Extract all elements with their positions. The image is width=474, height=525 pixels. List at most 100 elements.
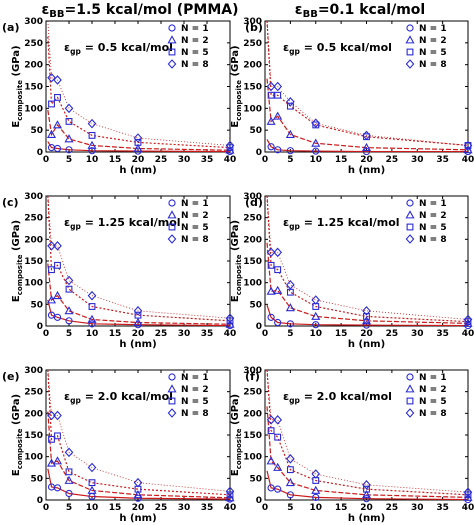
data-point-diamond — [87, 462, 97, 473]
triangle-icon — [405, 35, 415, 44]
diamond-icon — [167, 408, 177, 418]
data-point-triangle — [266, 456, 276, 465]
data-point-square — [286, 288, 294, 296]
y-tick-label: 300 — [243, 366, 262, 376]
panel-a: (a) 0 50 100 150 200 250 300 0 5 10 15 20 25 30 35 40 h (… — [2, 17, 236, 176]
data-point-triangle — [266, 116, 276, 125]
data-point-diamond — [266, 247, 276, 258]
y-axis-label: Ecomposite (GPa) — [230, 45, 243, 127]
data-point-diamond — [362, 480, 371, 490]
square-icon — [406, 397, 414, 405]
fit-curve-1 — [47, 299, 231, 327]
fit-curve-1 — [47, 468, 231, 500]
y-tick-label: 100 — [243, 104, 262, 114]
y-tick-label: 300 — [24, 17, 43, 27]
fit-curve-1 — [266, 305, 469, 327]
x-tick-label: 0 — [43, 329, 49, 339]
data-point-diamond — [133, 133, 143, 143]
fit-curve-4 — [47, 195, 231, 319]
data-point-circle — [88, 320, 96, 328]
circle-icon — [406, 24, 414, 32]
y-tick-label: 100 — [243, 279, 262, 289]
data-point-triangle — [285, 129, 295, 138]
x-tick-label: 30 — [411, 329, 424, 339]
data-point-triangle — [46, 458, 57, 467]
epsilon-gp-annotation: εgp = 2.0 kcal/mol — [283, 390, 392, 405]
data-point-triangle — [463, 318, 473, 327]
data-point-square — [88, 479, 96, 487]
data-point-diamond — [47, 72, 56, 83]
data-point-diamond — [53, 241, 62, 251]
y-tick-label: 150 — [243, 431, 262, 441]
x-tick-label: 15 — [109, 329, 122, 339]
y-tick-label: 250 — [243, 214, 262, 224]
data-point-diamond — [273, 247, 283, 258]
diamond-icon — [405, 234, 415, 244]
y-tick-label: 50 — [30, 300, 43, 310]
data-point-circle — [362, 147, 371, 156]
x-tick-label: 30 — [411, 155, 424, 165]
fit-curve-4 — [266, 20, 469, 146]
triangle-icon — [167, 210, 177, 219]
data-point-triangle — [463, 145, 473, 154]
x-tick-label: 25 — [386, 329, 399, 339]
y-tick-label: 200 — [24, 235, 43, 245]
panel-label: (f) — [245, 370, 260, 383]
data-point-square — [88, 303, 96, 310]
y-tick-label: 100 — [243, 453, 262, 463]
legend-label: N = 8 — [181, 60, 209, 70]
data-point-triangle — [52, 290, 63, 300]
triangle-icon — [405, 210, 415, 219]
data-point-diamond — [311, 469, 321, 479]
y-tick-label: 250 — [24, 39, 43, 49]
x-tick-label: 30 — [411, 503, 424, 513]
x-tick-label: 40 — [224, 329, 237, 339]
y-tick-label: 300 — [24, 192, 43, 202]
fit-curve-2 — [47, 263, 231, 325]
square-icon — [168, 223, 176, 231]
legend-label: N = 8 — [181, 235, 209, 245]
x-tick-label: 0 — [262, 329, 268, 339]
x-tick-label: 35 — [436, 155, 449, 165]
x-tick-label: 20 — [132, 329, 145, 339]
triangle-icon — [405, 384, 415, 393]
x-tick-label: 40 — [462, 503, 474, 513]
data-point-triangle — [463, 492, 473, 501]
data-point-square — [464, 491, 472, 499]
data-point-circle — [65, 317, 73, 325]
y-tick-label: 50 — [249, 474, 262, 484]
square-icon — [168, 48, 176, 56]
data-point-diamond — [87, 290, 97, 301]
data-point-square — [363, 485, 370, 493]
y-tick-label: 50 — [30, 474, 43, 484]
x-tick-label: 30 — [178, 503, 191, 513]
y-tick-label: 100 — [24, 279, 43, 289]
legend-label: N = 2 — [181, 211, 209, 221]
data-point-diamond — [311, 295, 321, 305]
data-point-square — [226, 317, 234, 325]
y-tick-label: 0 — [37, 496, 43, 506]
data-point-triangle — [133, 143, 143, 152]
panel-label: (c) — [2, 196, 19, 209]
panel-label: (a) — [2, 21, 19, 34]
legend-label: N = 5 — [419, 397, 447, 407]
data-point-circle — [65, 146, 73, 154]
data-point-triangle — [52, 120, 63, 129]
y-axis-label: Ecomposite (GPa) — [11, 45, 24, 127]
data-point-diamond — [64, 275, 74, 286]
y-tick-label: 200 — [24, 61, 43, 71]
legend-label: N = 1 — [419, 199, 447, 209]
y-tick-label: 50 — [249, 126, 262, 136]
data-point-square — [54, 261, 61, 269]
data-point-triangle — [285, 477, 295, 487]
data-point-circle — [267, 313, 275, 321]
data-point-square — [226, 144, 234, 152]
legend-label: N = 5 — [419, 223, 447, 233]
data-point-circle — [312, 147, 320, 155]
data-point-diamond — [225, 486, 235, 497]
panel-e: (e) 0 50 100 150 200 250 300 0 5 10 15 20 25 30 35 40 h (… — [2, 366, 236, 524]
data-point-circle — [267, 143, 275, 151]
x-tick-label: 5 — [287, 503, 293, 513]
data-point-square — [464, 318, 472, 326]
x-tick-label: 35 — [436, 329, 449, 339]
